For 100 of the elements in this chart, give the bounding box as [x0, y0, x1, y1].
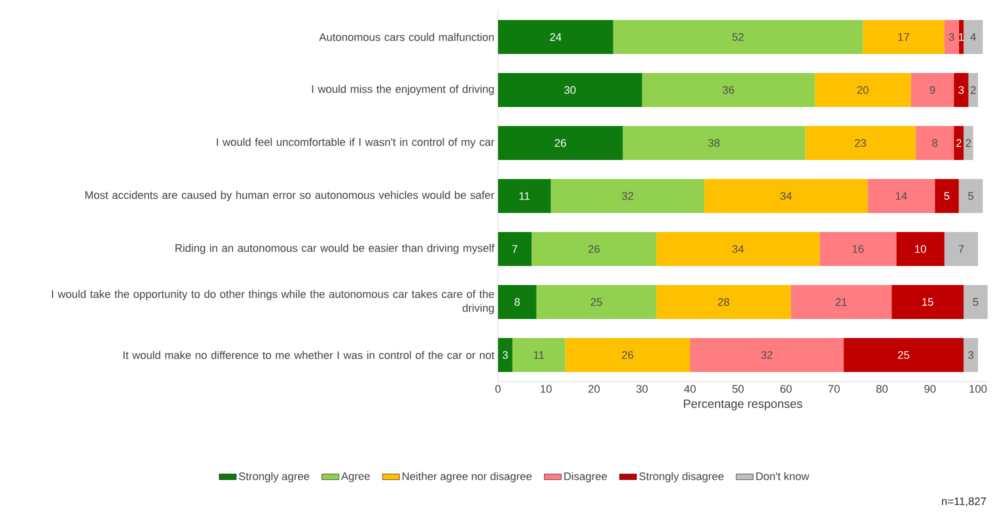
text: n=11,827 — [942, 497, 986, 506]
data-label: 34 — [780, 192, 792, 200]
x-tick-label: 60 — [780, 385, 792, 393]
bar — [958, 179, 983, 213]
bar — [805, 126, 916, 160]
data-label: 14 — [896, 192, 907, 200]
bar — [613, 20, 863, 54]
bar — [892, 285, 964, 319]
x-tick-label: 20 — [588, 385, 600, 393]
bar — [954, 73, 968, 107]
bar — [498, 285, 536, 319]
bar — [934, 179, 959, 213]
bar — [498, 232, 532, 266]
y-tick-label: I would miss the enjoyment of driving — [312, 84, 494, 96]
y-tick-label: It would make no difference to me whether I was in control of the car or not — [124, 350, 494, 360]
x-tick-label: 70 — [828, 385, 840, 393]
x-tick-label: 100 — [970, 385, 987, 393]
bar — [512, 338, 566, 372]
data-label: 7 — [958, 245, 964, 253]
bar — [656, 285, 791, 319]
bar — [820, 232, 896, 266]
data-label: 8 — [514, 298, 520, 306]
data-label: 32 — [761, 351, 772, 359]
x-tick-label: 50 — [732, 385, 744, 393]
bar — [536, 285, 656, 319]
bar — [868, 179, 935, 213]
bar — [565, 338, 690, 372]
data-label: 8 — [932, 139, 938, 147]
bar — [498, 20, 614, 54]
bar — [944, 232, 978, 266]
data-label: 23 — [854, 139, 866, 147]
x-tick-label: 30 — [636, 385, 648, 393]
x-tick-label: 90 — [924, 385, 936, 393]
data-label: 7 — [512, 245, 518, 253]
data-label: 15 — [922, 298, 934, 306]
data-label: 3 — [502, 351, 508, 359]
data-label: 26 — [588, 245, 600, 253]
data-label: 2 — [956, 139, 962, 147]
bar — [916, 126, 954, 160]
y-tick-label: I would take the opportunity to do other things while the autonomous car takes care of the driving — [52, 290, 494, 314]
data-label: 34 — [732, 245, 744, 253]
data-label: 52 — [732, 33, 744, 41]
bar — [968, 73, 978, 107]
data-label: 26 — [622, 351, 634, 359]
data-label: 3 — [958, 86, 964, 94]
bar — [498, 126, 623, 160]
data-label: 3 — [948, 33, 954, 41]
data-label: 4 — [970, 33, 976, 41]
bar — [964, 338, 978, 372]
data-label: 20 — [857, 86, 868, 94]
data-label: 5 — [972, 298, 978, 306]
bar — [814, 73, 911, 107]
x-tick-label: 80 — [876, 385, 888, 393]
bar — [550, 179, 704, 213]
data-label: 25 — [590, 298, 602, 306]
y-tick-label: Autonomous cars could malfunction — [319, 32, 494, 42]
data-label: 30 — [564, 86, 576, 94]
bar — [498, 338, 512, 372]
bar — [642, 73, 815, 107]
data-label: 2 — [966, 139, 971, 147]
legend-label: Agree — [341, 472, 370, 482]
data-label: 11 — [534, 351, 544, 359]
y-tick-label: Riding in an autonomous car would be easier than driving myself — [176, 244, 494, 254]
bar — [790, 285, 892, 319]
data-label: 16 — [852, 245, 864, 253]
bar — [944, 20, 959, 54]
data-label: 9 — [930, 86, 935, 94]
data-label: 3 — [968, 351, 974, 359]
data-label: 24 — [550, 33, 562, 41]
x-tick-label: 40 — [684, 385, 696, 393]
bar — [910, 73, 954, 107]
bar — [954, 126, 964, 160]
data-label: 36 — [722, 86, 734, 94]
bar — [896, 232, 944, 266]
data-label: 28 — [718, 298, 730, 306]
bar — [532, 232, 656, 266]
bar — [498, 73, 642, 107]
bar — [622, 126, 806, 160]
legend-label: Disagree — [564, 472, 607, 482]
y-tick-label: I would feel uncomfortable if I wasn't in control of my car — [216, 138, 494, 148]
legend-label: Strongly disagree — [639, 472, 724, 482]
legend-label: Don't know — [756, 472, 810, 480]
bar — [844, 338, 964, 372]
bar — [498, 179, 551, 213]
x-axis-title: Percentage responses — [684, 400, 802, 410]
bar — [964, 285, 988, 319]
data-label: 11 — [520, 192, 530, 200]
y-tick-label: Most accidents are caused by human error so autonomous vehicles would be safer — [85, 190, 494, 202]
data-label: 25 — [898, 351, 910, 359]
data-label: 26 — [554, 139, 566, 147]
data-label: 17 — [898, 33, 910, 41]
bar — [862, 20, 944, 54]
data-label: 5 — [968, 192, 974, 200]
legend-label: Strongly agree — [238, 472, 310, 482]
x-tick-label: 0 — [495, 385, 501, 393]
bar — [690, 338, 844, 372]
bar — [964, 20, 983, 54]
bar — [704, 179, 868, 213]
bar — [656, 232, 820, 266]
x-tick-label: 10 — [540, 385, 552, 393]
